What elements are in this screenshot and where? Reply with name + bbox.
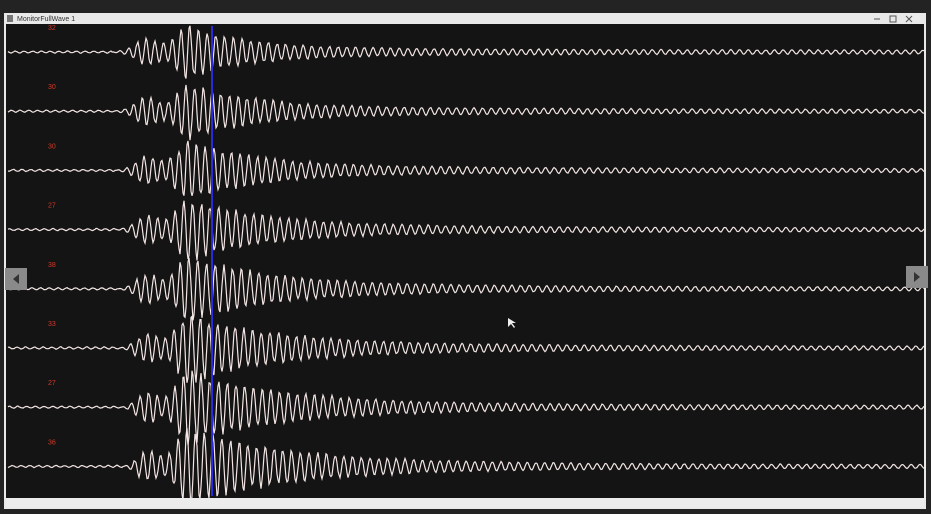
maximize-button[interactable] — [889, 15, 897, 23]
left-arrow-icon — [13, 274, 19, 284]
channel-label: 30 — [48, 143, 56, 150]
waveform-trace — [7, 200, 925, 261]
waveform-trace — [7, 140, 925, 196]
waveform-trace — [7, 370, 925, 446]
waveform-trace — [7, 25, 925, 79]
channel-label: 33 — [48, 321, 56, 328]
channel-label: 32 — [48, 25, 56, 32]
channel-label: 36 — [48, 439, 56, 446]
right-arrow-icon — [914, 272, 920, 282]
channel-label: 30 — [48, 84, 56, 91]
waveforms: 32 30 30 27 38 33 27 36 — [7, 25, 925, 507]
close-button[interactable] — [905, 15, 913, 23]
waveform-trace — [7, 428, 925, 507]
wave-area — [6, 24, 924, 498]
waveform-trace — [7, 257, 925, 321]
window-title: MonitorFullWave 1 — [17, 16, 75, 23]
mouse-cursor — [508, 318, 516, 328]
status-bar — [6, 498, 924, 507]
waveform-trace — [7, 315, 925, 383]
channel-label: 38 — [48, 262, 56, 269]
window-controls — [874, 15, 913, 23]
channel-label: 27 — [48, 203, 56, 210]
channel-label: 27 — [48, 380, 56, 387]
waveform-trace — [7, 84, 925, 141]
app-icon — [7, 15, 13, 22]
